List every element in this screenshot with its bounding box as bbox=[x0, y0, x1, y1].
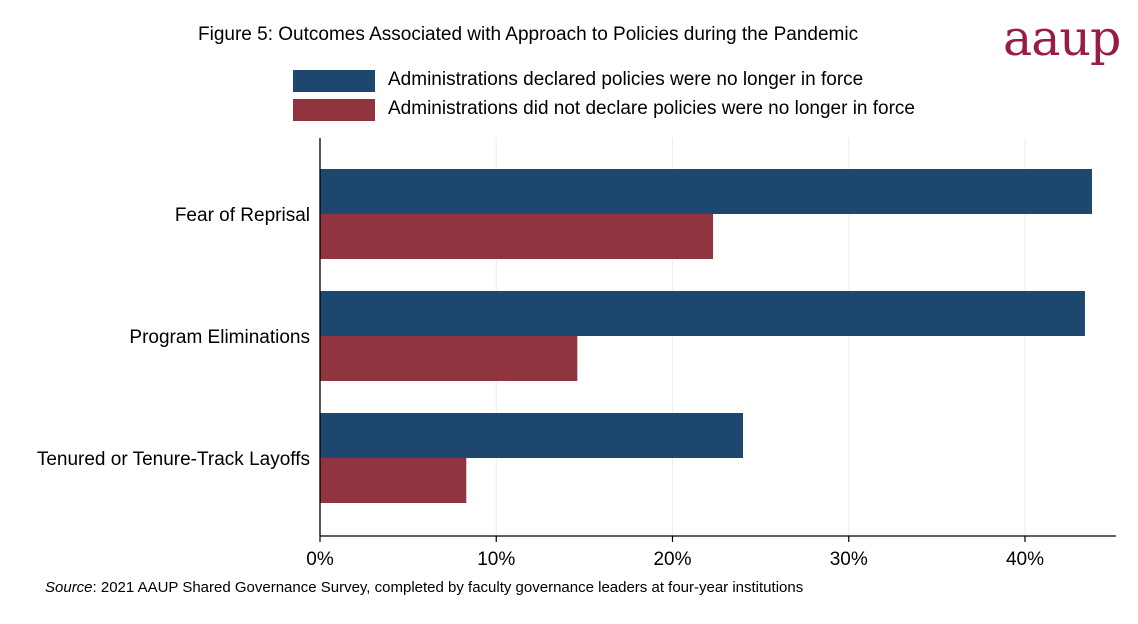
x-tick-label-0: 0% bbox=[306, 549, 334, 570]
source-text: : 2021 AAUP Shared Governance Survey, co… bbox=[92, 579, 804, 596]
bar-not-declared-0 bbox=[320, 214, 714, 259]
x-tick-label-3: 30% bbox=[830, 549, 868, 570]
bar-not-declared-1 bbox=[320, 336, 578, 381]
bar-declared-0 bbox=[320, 169, 1092, 214]
legend-swatch-not-declared bbox=[293, 99, 375, 121]
x-tick-label-1: 10% bbox=[477, 549, 515, 570]
bar-declared-1 bbox=[320, 291, 1085, 336]
source-note: Source: 2021 AAUP Shared Governance Surv… bbox=[45, 579, 803, 596]
bar-declared-2 bbox=[320, 413, 743, 458]
chart-title: Figure 5: Outcomes Associated with Appro… bbox=[198, 24, 859, 45]
legend-label-declared: Administrations declared policies were n… bbox=[388, 69, 864, 90]
bars bbox=[320, 169, 1092, 503]
legend-label-not-declared: Administrations did not declare policies… bbox=[388, 98, 915, 119]
source-label: Source bbox=[45, 579, 93, 596]
axes: Fear of Reprisal Program Eliminations Tenu… bbox=[37, 138, 1116, 570]
category-label-1: Program Eliminations bbox=[129, 327, 310, 348]
aaup-logo: aaup bbox=[1003, 10, 1121, 67]
category-label-2: Tenured or Tenure-Track Layoffs bbox=[37, 449, 310, 470]
x-tick-label-4: 40% bbox=[1006, 549, 1044, 570]
bar-not-declared-2 bbox=[320, 458, 467, 503]
legend-swatch-declared bbox=[293, 70, 375, 92]
x-tick-label-2: 20% bbox=[653, 549, 691, 570]
category-label-0: Fear of Reprisal bbox=[175, 205, 310, 226]
